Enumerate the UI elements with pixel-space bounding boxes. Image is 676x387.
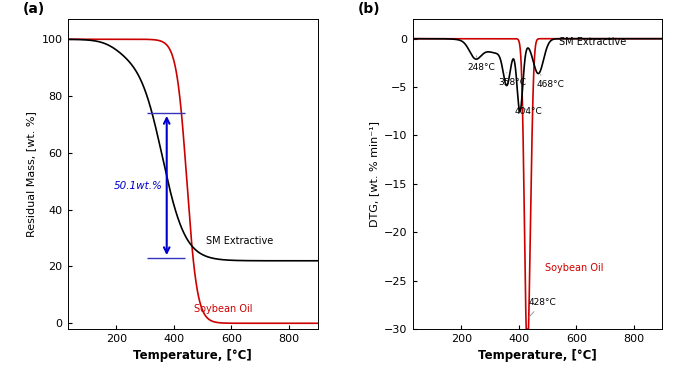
Text: 428°C: 428°C: [529, 298, 556, 317]
Text: Soybean Oil: Soybean Oil: [194, 304, 253, 314]
Text: (b): (b): [358, 2, 380, 16]
Y-axis label: Residual Mass, [wt. %]: Residual Mass, [wt. %]: [26, 111, 37, 237]
Text: 468°C: 468°C: [536, 75, 564, 89]
Text: 248°C: 248°C: [467, 56, 495, 72]
Text: 358°C: 358°C: [499, 73, 527, 87]
Text: SM Extractive: SM Extractive: [559, 36, 626, 46]
Text: SM Extractive: SM Extractive: [206, 236, 272, 246]
X-axis label: Temperature, [°C]: Temperature, [°C]: [478, 349, 597, 362]
Text: (a): (a): [22, 2, 45, 16]
X-axis label: Temperature, [°C]: Temperature, [°C]: [133, 349, 252, 362]
Text: 50.1wt.%: 50.1wt.%: [114, 180, 162, 190]
Y-axis label: DTG, [wt. % min⁻¹]: DTG, [wt. % min⁻¹]: [368, 121, 379, 227]
Text: 404°C: 404°C: [514, 106, 542, 116]
Text: Soybean Oil: Soybean Oil: [545, 263, 603, 273]
